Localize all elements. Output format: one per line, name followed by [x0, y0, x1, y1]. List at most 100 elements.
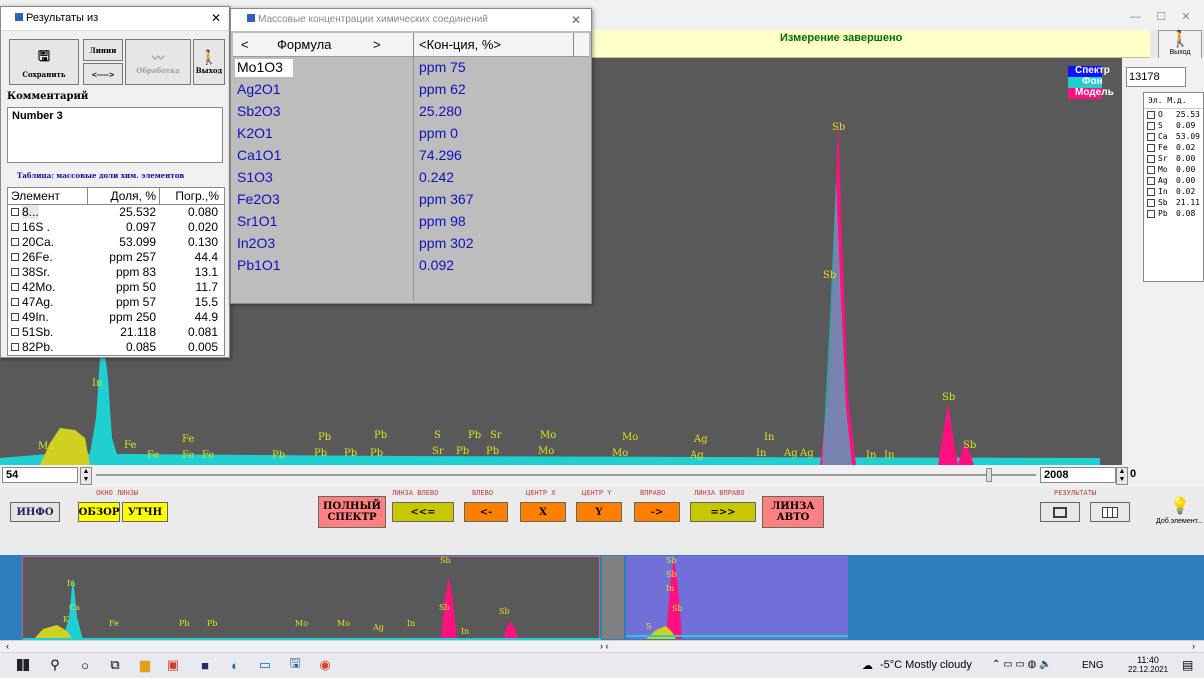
edge-browser-icon[interactable]: ◐: [231, 657, 239, 673]
left-button[interactable]: <-: [464, 502, 508, 522]
scroll-right-icon[interactable]: ›: [1192, 641, 1195, 651]
start-spinner[interactable]: ▲ ▼: [80, 467, 92, 485]
chrome-icon[interactable]: ◉: [319, 657, 331, 672]
lens-right-button[interactable]: =>>: [690, 502, 756, 522]
checkbox[interactable]: [1147, 176, 1155, 185]
formula-cell[interactable]: K2O1: [237, 125, 273, 141]
formula-cell[interactable]: Mo1O3: [237, 59, 283, 75]
checkbox[interactable]: [1147, 209, 1155, 218]
overview-button[interactable]: ОБЗОР: [78, 502, 120, 522]
checkbox[interactable]: [11, 343, 19, 351]
conc-table[interactable]: Mo1O3 ppm 75 Ag2O1 ppm 62 Sb2O3 25.280 K…: [233, 57, 589, 301]
table-row[interactable]: 49In. ppm 250 44.9: [8, 310, 224, 325]
clock[interactable]: 11:40 22.12.2021: [1128, 655, 1168, 674]
list-item[interactable]: In 0.02: [1144, 186, 1203, 197]
overview-spectrum[interactable]: In Ca K Sb Sb Fe Pb Pb Mo Mo Ag In In: [22, 556, 601, 640]
formula-cell[interactable]: Sr1O1: [237, 213, 278, 229]
formula-cell[interactable]: Sb2O3: [237, 103, 281, 119]
formula-cell[interactable]: In2O3: [237, 235, 276, 251]
results-title-bar[interactable]: Результаты из ✕: [1, 7, 229, 31]
list-item[interactable]: Pb 0.08: [1144, 208, 1203, 219]
checkbox[interactable]: [1147, 165, 1155, 174]
start-channel-field[interactable]: 54: [2, 467, 78, 483]
center-x-button[interactable]: X: [520, 502, 566, 522]
checkbox[interactable]: [11, 208, 19, 216]
app-icon[interactable]: ▣: [166, 657, 180, 672]
cortana-icon[interactable]: ○: [81, 657, 89, 673]
list-item[interactable]: Fe 0.02: [1144, 142, 1203, 153]
slider-thumb[interactable]: [986, 468, 992, 482]
checkbox[interactable]: [11, 313, 19, 321]
app-icon[interactable]: ▭: [258, 657, 272, 672]
element-fraction-list[interactable]: Эл. М.д. O 25.53 S 0.09 Ca 53.09 Fe 0.02 Sr 0…: [1143, 92, 1204, 282]
results-exit-button[interactable]: 🚶 Выход: [193, 39, 225, 85]
checkbox[interactable]: [1147, 198, 1155, 207]
lightbulb-icon[interactable]: 💡: [1170, 498, 1190, 515]
horizontal-slider-track[interactable]: [96, 474, 1036, 476]
list-item[interactable]: O 25.53: [1144, 109, 1203, 120]
tray-icons[interactable]: ⌃ ▭ ▭ ◍ 🔈: [992, 659, 1052, 670]
overview-scrollbar[interactable]: ‹ › ‹ ›: [0, 640, 1204, 652]
list-item[interactable]: Ca 53.09: [1144, 131, 1203, 142]
table-row[interactable]: 42Mo. ppm 50 11.7: [8, 280, 224, 295]
weather-text[interactable]: -5°C Mostly cloudy: [880, 659, 972, 671]
formula-cell[interactable]: Fe2O3: [237, 191, 280, 207]
list-item[interactable]: Mo 0.00: [1144, 164, 1203, 175]
lens-splitter[interactable]: [602, 556, 624, 639]
table-row[interactable]: 8... 25.532 0.080: [8, 205, 224, 220]
arrows-button[interactable]: <---->: [83, 63, 123, 85]
table-row[interactable]: 47Ag. ppm 57 15.5: [8, 295, 224, 310]
close-icon[interactable]: ✕: [210, 11, 221, 25]
task-view-icon[interactable]: ⧉: [110, 657, 120, 672]
info-button[interactable]: ИНФО: [10, 502, 60, 522]
app-icon[interactable]: ■: [201, 657, 209, 673]
table-row[interactable]: 51Sb. 21.118 0.081: [8, 325, 224, 340]
next-formula-button[interactable]: >: [373, 37, 381, 52]
list-item[interactable]: Sb 21.11: [1144, 197, 1203, 208]
results-window[interactable]: Результаты из ✕ 🖫 Сохранить Линии <---->…: [0, 6, 230, 358]
language-indicator[interactable]: ENG: [1082, 660, 1104, 671]
list-item[interactable]: S 0.09: [1144, 120, 1203, 131]
list-item[interactable]: Sr 0.00: [1144, 153, 1203, 164]
save-app-icon[interactable]: 🖫: [289, 655, 301, 670]
checkbox[interactable]: [1147, 132, 1155, 141]
comment-textarea[interactable]: Number 3: [7, 107, 223, 163]
refine-button[interactable]: УТЧН: [122, 502, 168, 522]
checkbox[interactable]: [11, 268, 19, 276]
checkbox[interactable]: [11, 253, 19, 261]
checkbox[interactable]: [11, 283, 19, 291]
lens-window-view[interactable]: Sb Sb In Sb S: [626, 556, 848, 639]
checkbox[interactable]: [1147, 154, 1155, 163]
formula-cell[interactable]: S1O3: [237, 169, 273, 185]
formula-cell[interactable]: Ca1O1: [237, 147, 282, 163]
checkbox[interactable]: [1147, 143, 1155, 152]
checkbox[interactable]: [11, 238, 19, 246]
results-table[interactable]: Элемент Доля, % Погр.,% 8... 25.532 0.080 …: [7, 187, 225, 356]
results-table-button[interactable]: [1090, 502, 1130, 522]
center-y-button[interactable]: Y: [576, 502, 622, 522]
checkbox[interactable]: [11, 298, 19, 306]
prev-formula-button[interactable]: <: [241, 37, 249, 52]
checkbox[interactable]: [1147, 110, 1155, 119]
concentrations-window[interactable]: Массовые концентрации химических соедине…: [230, 8, 592, 304]
table-row[interactable]: 16S . 0.097 0.020: [8, 220, 224, 235]
weather-icon[interactable]: ☁: [862, 660, 873, 672]
formula-cell[interactable]: Ag2O1: [237, 81, 281, 97]
checkbox[interactable]: [1147, 187, 1155, 196]
end-spinner[interactable]: ▲ ▼: [1116, 467, 1128, 485]
full-spectrum-button[interactable]: ПОЛНЫЙ СПЕКТР: [318, 496, 386, 528]
checkbox[interactable]: [1147, 121, 1155, 130]
file-explorer-icon[interactable]: ▆: [140, 657, 150, 672]
checkbox[interactable]: [11, 223, 19, 231]
results-view-button[interactable]: [1040, 502, 1080, 522]
checkbox[interactable]: [11, 328, 19, 336]
notifications-icon[interactable]: ▤: [1182, 658, 1194, 672]
right-button[interactable]: ->: [634, 502, 680, 522]
save-button[interactable]: 🖫 Сохранить: [9, 39, 79, 85]
table-row[interactable]: 20Ca. 53.099 0.130: [8, 235, 224, 250]
lens-auto-button[interactable]: ЛИНЗА АВТО: [762, 496, 824, 528]
process-button[interactable]: 〰 Обработка: [125, 39, 191, 85]
search-icon[interactable]: ⚲: [50, 657, 60, 672]
window-controls[interactable]: — ☐ ✕: [1130, 11, 1191, 23]
table-row[interactable]: 38Sr. ppm 83 13.1: [8, 265, 224, 280]
